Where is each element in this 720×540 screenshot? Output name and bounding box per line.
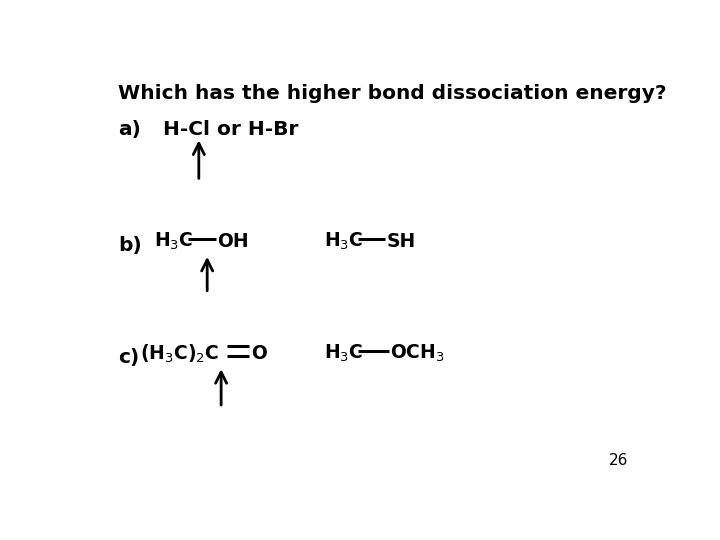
Text: H$_3$C: H$_3$C: [324, 343, 364, 364]
Text: OCH$_3$: OCH$_3$: [390, 343, 445, 364]
Text: SH: SH: [387, 232, 415, 251]
Text: H$_3$C: H$_3$C: [324, 231, 364, 252]
Text: b): b): [118, 236, 142, 255]
Text: 26: 26: [609, 453, 629, 468]
Text: a): a): [118, 120, 141, 139]
Text: H-Cl or H-Br: H-Cl or H-Br: [163, 120, 298, 139]
Text: OH: OH: [217, 232, 249, 251]
Text: O: O: [251, 345, 267, 363]
Text: Which has the higher bond dissociation energy?: Which has the higher bond dissociation e…: [118, 84, 667, 103]
Text: H$_3$C: H$_3$C: [154, 231, 194, 252]
Text: c): c): [118, 348, 139, 367]
Text: (H$_3$C)$_2$C: (H$_3$C)$_2$C: [140, 343, 220, 365]
